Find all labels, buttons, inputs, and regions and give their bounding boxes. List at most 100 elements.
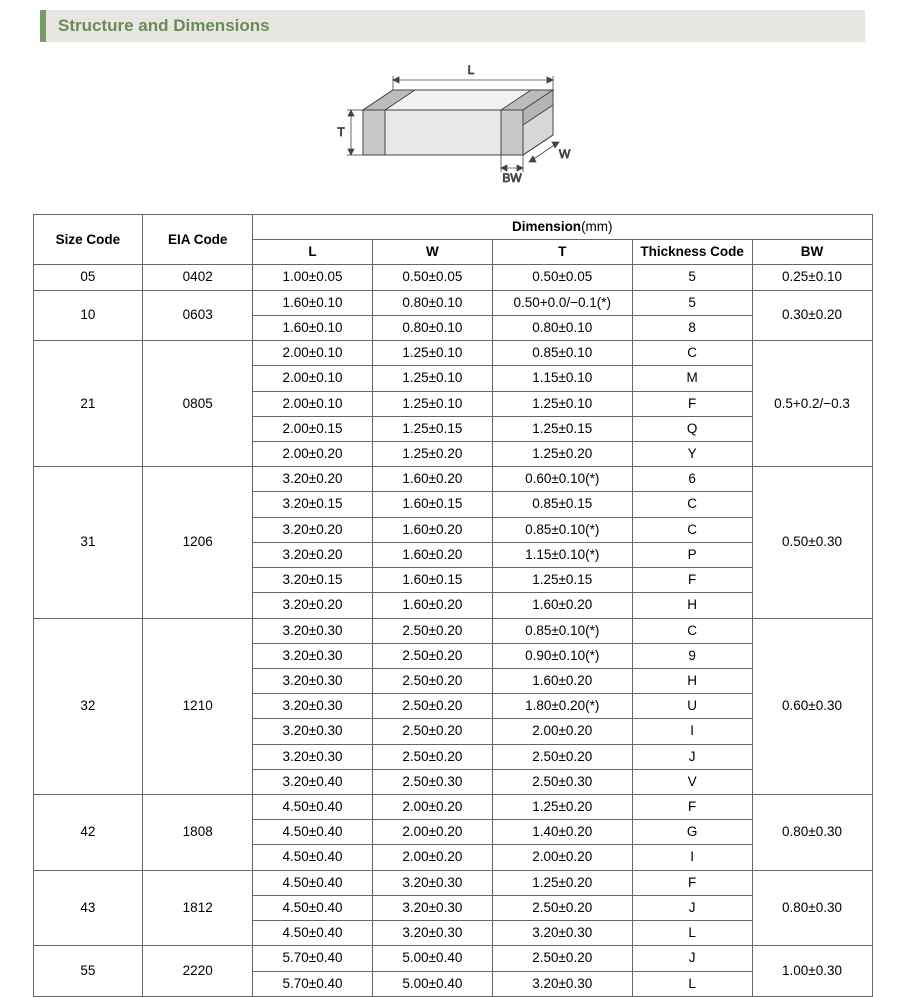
cell-W: 1.60±0.15 bbox=[372, 492, 492, 517]
cell-L: 4.50±0.40 bbox=[253, 795, 373, 820]
cell-T: 0.85±0.10(*) bbox=[492, 618, 632, 643]
cell-thickness-code: P bbox=[632, 542, 752, 567]
cell-T: 1.25±0.15 bbox=[492, 568, 632, 593]
cell-W: 2.50±0.20 bbox=[372, 618, 492, 643]
cell-W: 1.25±0.20 bbox=[372, 441, 492, 466]
cell-L: 2.00±0.20 bbox=[253, 441, 373, 466]
cell-thickness-code: H bbox=[632, 593, 752, 618]
section-title: Structure and Dimensions bbox=[58, 16, 270, 35]
th-size: Size Code bbox=[33, 215, 143, 265]
cell-W: 5.00±0.40 bbox=[372, 971, 492, 996]
cell-eia-code: 1210 bbox=[143, 618, 253, 795]
cell-W: 2.00±0.20 bbox=[372, 795, 492, 820]
cell-W: 1.60±0.20 bbox=[372, 542, 492, 567]
cell-W: 3.20±0.30 bbox=[372, 921, 492, 946]
cell-eia-code: 1206 bbox=[143, 467, 253, 618]
cell-T: 0.85±0.15 bbox=[492, 492, 632, 517]
label-BW: BW bbox=[502, 171, 522, 185]
cell-L: 3.20±0.20 bbox=[253, 467, 373, 492]
section-header: Structure and Dimensions bbox=[40, 10, 865, 42]
cell-L: 2.00±0.15 bbox=[253, 416, 373, 441]
cell-W: 2.50±0.20 bbox=[372, 719, 492, 744]
cell-BW: 0.30±0.20 bbox=[752, 290, 872, 340]
cell-thickness-code: U bbox=[632, 694, 752, 719]
cell-T: 2.50±0.20 bbox=[492, 946, 632, 971]
cell-T: 1.15±0.10 bbox=[492, 366, 632, 391]
cell-W: 2.50±0.20 bbox=[372, 744, 492, 769]
cell-eia-code: 2220 bbox=[143, 946, 253, 996]
label-W: W bbox=[559, 147, 571, 161]
cell-W: 1.60±0.15 bbox=[372, 568, 492, 593]
cell-W: 1.60±0.20 bbox=[372, 467, 492, 492]
cell-size-code: 05 bbox=[33, 265, 143, 290]
cell-L: 3.20±0.20 bbox=[253, 542, 373, 567]
cell-size-code: 55 bbox=[33, 946, 143, 996]
cell-BW: 0.5+0.2/−0.3 bbox=[752, 341, 872, 467]
cell-L: 3.20±0.30 bbox=[253, 744, 373, 769]
cell-thickness-code: F bbox=[632, 795, 752, 820]
cell-L: 3.20±0.30 bbox=[253, 618, 373, 643]
table-row: 5522205.70±0.405.00±0.402.50±0.20J1.00±0… bbox=[33, 946, 872, 971]
cell-thickness-code: I bbox=[632, 845, 752, 870]
cell-T: 0.50+0.0/−0.1(*) bbox=[492, 290, 632, 315]
cell-W: 2.00±0.20 bbox=[372, 820, 492, 845]
cell-L: 3.20±0.20 bbox=[253, 593, 373, 618]
cell-thickness-code: J bbox=[632, 895, 752, 920]
cell-thickness-code: Y bbox=[632, 441, 752, 466]
cell-thickness-code: J bbox=[632, 744, 752, 769]
cell-thickness-code: V bbox=[632, 769, 752, 794]
cell-T: 1.60±0.20 bbox=[492, 593, 632, 618]
cell-L: 4.50±0.40 bbox=[253, 820, 373, 845]
cell-T: 1.15±0.10(*) bbox=[492, 542, 632, 567]
cell-L: 5.70±0.40 bbox=[253, 946, 373, 971]
cell-W: 1.60±0.20 bbox=[372, 593, 492, 618]
cell-thickness-code: F bbox=[632, 568, 752, 593]
cell-T: 1.25±0.20 bbox=[492, 795, 632, 820]
label-T: T bbox=[337, 125, 345, 139]
th-BW: BW bbox=[752, 240, 872, 265]
cell-T: 0.80±0.10 bbox=[492, 315, 632, 340]
cell-thickness-code: G bbox=[632, 820, 752, 845]
cell-T: 1.25±0.20 bbox=[492, 441, 632, 466]
cell-size-code: 21 bbox=[33, 341, 143, 467]
cell-eia-code: 1808 bbox=[143, 795, 253, 871]
cell-thickness-code: C bbox=[632, 517, 752, 542]
cell-size-code: 10 bbox=[33, 290, 143, 340]
cell-W: 0.80±0.10 bbox=[372, 315, 492, 340]
cell-thickness-code: 9 bbox=[632, 643, 752, 668]
cell-thickness-code: H bbox=[632, 668, 752, 693]
cell-thickness-code: 5 bbox=[632, 265, 752, 290]
cell-eia-code: 0805 bbox=[143, 341, 253, 467]
cell-thickness-code: L bbox=[632, 971, 752, 996]
cell-BW: 0.60±0.30 bbox=[752, 618, 872, 795]
cell-T: 0.90±0.10(*) bbox=[492, 643, 632, 668]
cell-W: 0.50±0.05 bbox=[372, 265, 492, 290]
cell-L: 4.50±0.40 bbox=[253, 845, 373, 870]
cell-thickness-code: I bbox=[632, 719, 752, 744]
cell-L: 3.20±0.30 bbox=[253, 719, 373, 744]
cell-BW: 0.50±0.30 bbox=[752, 467, 872, 618]
cell-W: 0.80±0.10 bbox=[372, 290, 492, 315]
th-L: L bbox=[253, 240, 373, 265]
cell-T: 3.20±0.30 bbox=[492, 921, 632, 946]
cell-T: 0.85±0.10 bbox=[492, 341, 632, 366]
th-eia: EIA Code bbox=[143, 215, 253, 265]
cell-size-code: 43 bbox=[33, 870, 143, 946]
dimensions-table: Size Code EIA Code Dimension(mm) L W T T… bbox=[33, 214, 873, 997]
cell-L: 5.70±0.40 bbox=[253, 971, 373, 996]
th-T: T bbox=[492, 240, 632, 265]
th-W: W bbox=[372, 240, 492, 265]
cell-eia-code: 0603 bbox=[143, 290, 253, 340]
cell-T: 1.60±0.20 bbox=[492, 668, 632, 693]
cell-L: 3.20±0.20 bbox=[253, 517, 373, 542]
cell-T: 2.50±0.20 bbox=[492, 895, 632, 920]
cell-T: 2.50±0.20 bbox=[492, 744, 632, 769]
cell-L: 3.20±0.15 bbox=[253, 568, 373, 593]
cell-thickness-code: 5 bbox=[632, 290, 752, 315]
cell-eia-code: 0402 bbox=[143, 265, 253, 290]
label-L: L bbox=[467, 63, 474, 77]
cell-T: 1.25±0.15 bbox=[492, 416, 632, 441]
cell-thickness-code: Q bbox=[632, 416, 752, 441]
cell-L: 1.00±0.05 bbox=[253, 265, 373, 290]
cell-T: 2.00±0.20 bbox=[492, 845, 632, 870]
